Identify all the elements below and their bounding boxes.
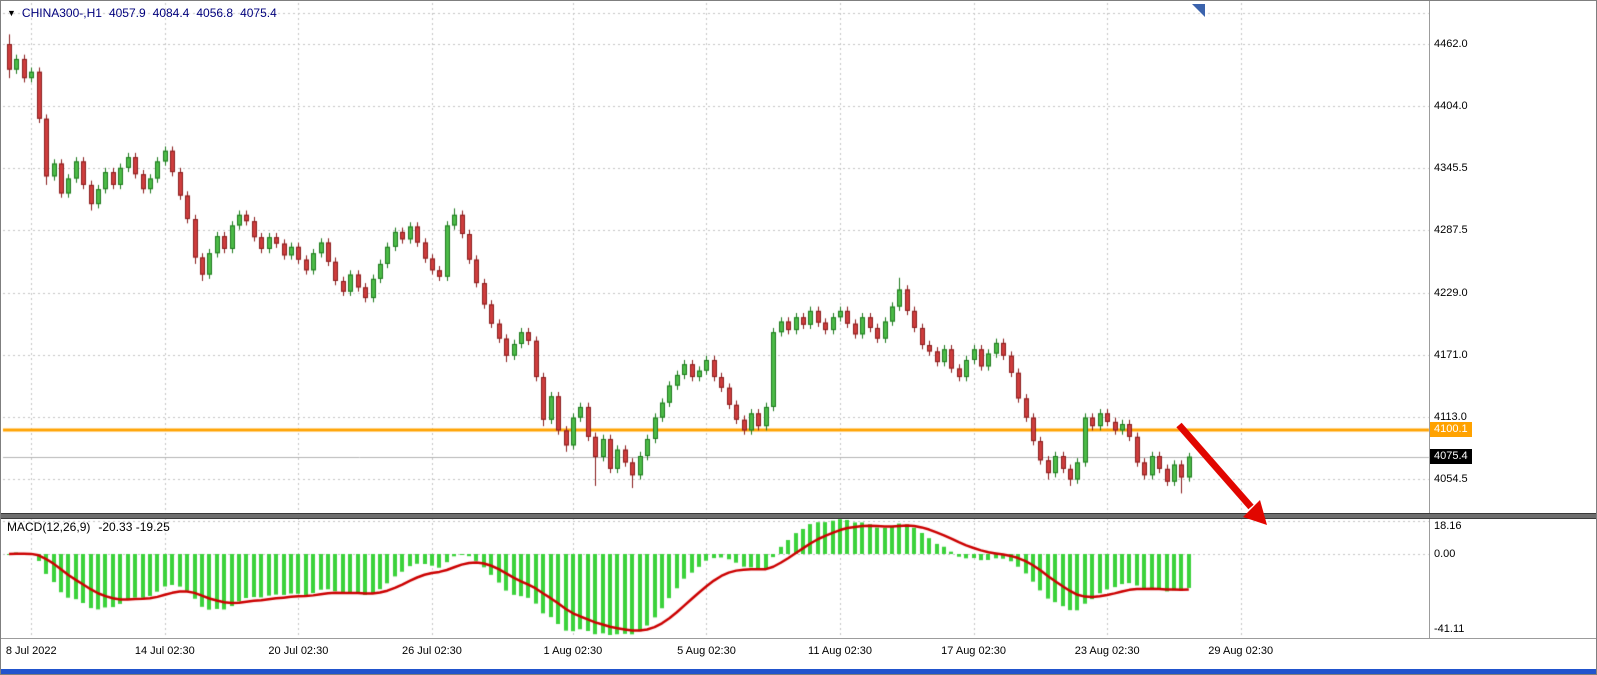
time-tick: 23 Aug 02:30 [1074, 645, 1140, 657]
price-tick: 4404.0 [1434, 99, 1468, 112]
bar-high-value: 4084.4 [152, 6, 190, 20]
window-bottom-edge [1, 669, 1596, 674]
time-tick: 29 Aug 02:30 [1208, 645, 1274, 657]
price-tick: 4054.5 [1434, 472, 1468, 485]
time-tick: 26 Jul 02:30 [401, 645, 462, 657]
time-tick: 17 Aug 02:30 [941, 645, 1007, 657]
price-axis-separator [1429, 1, 1430, 638]
symbol-period-label: CHINA300-,H1 [21, 6, 102, 20]
bar-open-value: 4057.9 [108, 6, 146, 20]
price-tick: 4229.0 [1434, 286, 1468, 299]
time-tick: 11 Aug 02:30 [808, 645, 873, 657]
time-tick: 8 Jul 2022 [5, 645, 57, 657]
price-tick: 4287.5 [1434, 224, 1468, 237]
time-tick: 20 Jul 02:30 [268, 645, 329, 657]
macd-tick: 18.16 [1434, 520, 1462, 532]
bar-close-value: 4075.4 [240, 6, 277, 20]
hline-price-label: 4100.1 [1430, 422, 1472, 438]
price-tick: 4171.0 [1434, 348, 1468, 361]
panel-divider[interactable] [1, 513, 1596, 519]
time-tick: 5 Aug 02:30 [677, 645, 736, 657]
dropdown-arrow-icon: ▼ [7, 8, 16, 18]
chart-shift-marker-icon[interactable] [1192, 4, 1205, 17]
price-tick: 4113.0 [1434, 410, 1467, 423]
symbol-header: ▼ CHINA300-,H1 4057.9 4084.4 4056.8 4075… [7, 6, 277, 20]
bid-price-label: 4075.4 [1430, 448, 1472, 464]
macd-tick: -41.11 [1434, 622, 1465, 635]
macd-name: MACD(12,26,9) [7, 520, 91, 534]
price-tick: 4345.5 [1434, 162, 1468, 175]
macd-indicator-label: MACD(12,26,9) -20.33 -19.25 [7, 520, 170, 534]
time-tick: 14 Jul 02:30 [134, 645, 195, 657]
bar-low-value: 4056.8 [196, 6, 234, 20]
time-tick: 1 Aug 02:30 [543, 645, 603, 657]
time-axis-separator [1, 638, 1596, 639]
macd-values: -20.33 -19.25 [98, 520, 170, 534]
price-tick: 4462.0 [1434, 38, 1468, 50]
macd-tick: 0.00 [1434, 548, 1456, 560]
